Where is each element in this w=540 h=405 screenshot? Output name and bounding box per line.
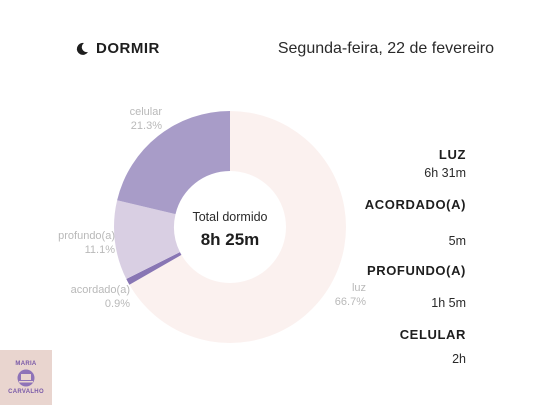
logo: MARIA CARVALHO <box>0 350 52 405</box>
legend-item-profundo: PROFUNDO(A) 1h 5m <box>286 263 466 327</box>
legend-value: 5m <box>448 234 466 248</box>
slice-profundoa <box>114 200 180 280</box>
legend-item-celular: CELULAR 2h <box>286 327 466 366</box>
slice-label-luz: luz 66.7% <box>334 282 366 308</box>
slice-label-celular: celular 21.3% <box>129 106 162 132</box>
legend-name: PROFUNDO(A) <box>366 263 466 278</box>
title-text: DORMIR <box>96 40 160 57</box>
legend-name: CELULAR <box>399 327 466 342</box>
slice-acordadoa <box>126 252 182 285</box>
legend-value: 6h 31m <box>424 166 466 180</box>
legend-name: LUZ <box>438 147 466 162</box>
legend-item-acordado: ACORDADO(A) 5m <box>286 197 466 263</box>
logo-line2: CARVALHO <box>8 388 44 395</box>
total-label: Total dormido <box>192 210 268 224</box>
legend: LUZ 6h 31m ACORDADO(A) 5m PROFUNDO(A) 1h… <box>286 147 466 366</box>
slice-label-acordado: acordado(a) 0.9% <box>70 284 130 310</box>
legend-item-luz: LUZ 6h 31m <box>286 147 466 197</box>
legend-value: 2h <box>452 352 466 366</box>
legend-value: 1h 5m <box>431 296 466 310</box>
legend-name: ACORDADO(A) <box>364 197 466 212</box>
date-label: Segunda-feira, 22 de fevereiro <box>277 40 494 57</box>
page-title: DORMIR <box>74 40 160 57</box>
logo-line1: MARIA <box>15 360 37 367</box>
slice-label-profundo: profundo(a) 11.1% <box>58 230 115 256</box>
moon-icon <box>76 42 88 55</box>
total-value: 8h 25m <box>200 230 260 249</box>
laptop-icon <box>17 369 35 386</box>
